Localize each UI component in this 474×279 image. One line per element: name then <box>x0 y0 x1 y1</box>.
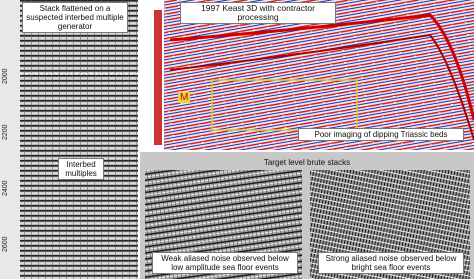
axis-label: 2000 <box>2 68 9 84</box>
marker: M <box>178 92 191 103</box>
top-annotation: Poor imaging of dipping Triassic beds <box>298 128 464 141</box>
top-title: 1997 Keast 3D with contractor processing <box>180 2 336 24</box>
top-seismic <box>140 0 474 150</box>
highlight-box <box>211 79 358 131</box>
bottom-left-caption: Weak aliased noise observed below low am… <box>152 252 298 274</box>
colorbar <box>154 10 162 145</box>
left-axis <box>0 0 20 279</box>
left-seismic <box>0 0 138 279</box>
axis-label: 2200 <box>2 124 9 140</box>
reflector <box>169 33 474 141</box>
left-annotation: Interbed multiples <box>58 158 104 180</box>
axis-label: 2400 <box>2 180 9 196</box>
bottom-title: Target level brute stacks <box>263 158 351 167</box>
axis-label: 2600 <box>2 236 9 252</box>
reflector <box>169 13 474 121</box>
bottom-right-caption: Strong aliased noise observed below brig… <box>318 252 464 274</box>
left-title: Stack flattened on a suspected interbed … <box>22 2 128 33</box>
